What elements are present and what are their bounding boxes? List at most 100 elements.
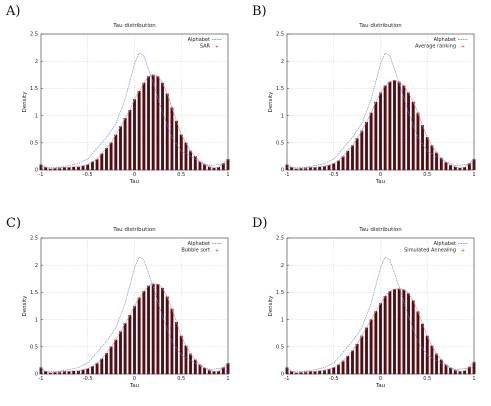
bar (147, 285, 150, 375)
bar (351, 145, 354, 171)
bar (374, 101, 378, 171)
bar (308, 371, 312, 375)
bar (383, 296, 387, 375)
y-tick-label: 2.5 (30, 32, 38, 38)
bar (189, 150, 193, 171)
bar (62, 371, 66, 375)
y-tick-label: 2 (35, 263, 38, 269)
x-axis-label: Tau (375, 383, 385, 389)
bar (369, 112, 373, 171)
series-point-marker: + (152, 72, 155, 77)
bar (402, 85, 406, 171)
bar (379, 303, 382, 375)
bar (67, 167, 71, 171)
bar (217, 167, 221, 171)
bar (430, 145, 434, 171)
panel-c: C) + + + + + + + + + + + -1 -0.5 0 0.5 1 0 0.5 1 1.5 2 2.5 Tau… (0, 203, 245, 406)
bar (119, 331, 122, 375)
series-point-marker: + (133, 97, 136, 102)
x-axis-label: Tau (129, 179, 139, 185)
panel-a: A) + + + + + + + + + + + -1 -0.5 0 0.5 1 0 0.5 1 1.5 2 2.5 Tau… (0, 0, 245, 203)
series-line-alphabet (40, 52, 229, 169)
bar (203, 164, 207, 171)
y-tick-label: 0 (281, 372, 284, 378)
panel-label: A) (6, 4, 21, 19)
series-point-marker: + (58, 369, 61, 374)
legend-label: Alphabet (434, 37, 456, 43)
bar (444, 162, 448, 171)
bar (351, 350, 354, 375)
bar (81, 369, 85, 375)
series-point-marker: + (379, 301, 382, 306)
series-point-marker: + (95, 157, 98, 162)
bar (165, 296, 169, 375)
chart-title: Tau distribution (112, 23, 156, 29)
x-tick-label: 0.5 (423, 172, 431, 178)
series-point-marker: + (341, 154, 344, 159)
x-tick-label: 1 (226, 172, 229, 178)
bar (369, 319, 373, 375)
bar (109, 346, 113, 375)
bar (114, 134, 118, 171)
series-point-marker: + (114, 337, 117, 342)
bar (308, 167, 312, 171)
legend-swatch-fit: + (215, 44, 219, 50)
y-axis-label: Density (268, 295, 274, 317)
bar (458, 167, 462, 171)
bar (411, 300, 415, 375)
series-line-fit (40, 74, 229, 170)
bar (123, 323, 127, 375)
bar (133, 305, 136, 375)
series-line-fit (286, 288, 475, 374)
y-tick-label: 0.5 (276, 345, 284, 351)
series-point-marker: + (114, 132, 117, 137)
series-line-fit (286, 79, 475, 170)
chart-title: Tau distribution (358, 23, 402, 29)
series-point-marker: + (77, 368, 80, 373)
bar (346, 150, 350, 171)
bar (161, 287, 164, 375)
y-tick-label: 2.5 (276, 236, 284, 242)
bar (463, 167, 467, 171)
bar (435, 152, 439, 171)
bar (388, 291, 392, 375)
bar (313, 371, 317, 375)
series-point-marker: + (416, 110, 419, 115)
y-tick-label: 1.5 (276, 86, 284, 92)
bar (379, 92, 382, 171)
y-tick-label: 2 (35, 59, 38, 65)
x-tick-label: -1 (39, 376, 44, 382)
bar (90, 161, 94, 171)
legend-swatch-fit: + (215, 248, 219, 254)
series-point-marker: + (304, 165, 307, 170)
series-point-marker: + (435, 150, 438, 155)
bar (137, 90, 141, 171)
x-tick-label: 0 (133, 172, 136, 178)
bar (62, 167, 66, 171)
x-axis-label: Tau (375, 179, 385, 185)
x-tick-label: 1 (472, 172, 475, 178)
y-tick-label: 0.5 (276, 141, 284, 147)
y-tick-label: 1 (35, 317, 38, 323)
series-point-marker: + (398, 79, 401, 84)
bar (151, 74, 155, 171)
bar (161, 82, 164, 171)
bar (184, 142, 188, 171)
x-axis-label: Tau (129, 383, 139, 389)
series-point-marker: + (454, 368, 457, 373)
panel-label: C) (6, 216, 22, 231)
legend-swatch-fit: + (461, 248, 465, 254)
bar (421, 125, 425, 171)
bar (72, 166, 76, 171)
bar (212, 167, 216, 171)
bar (67, 371, 71, 375)
bar (435, 353, 439, 375)
x-tick-label: -1 (39, 172, 44, 178)
bar (184, 345, 188, 375)
bar (397, 288, 401, 375)
bar (430, 345, 434, 375)
x-tick-label: -0.5 (83, 376, 93, 382)
y-tick-label: 1.5 (276, 290, 284, 296)
